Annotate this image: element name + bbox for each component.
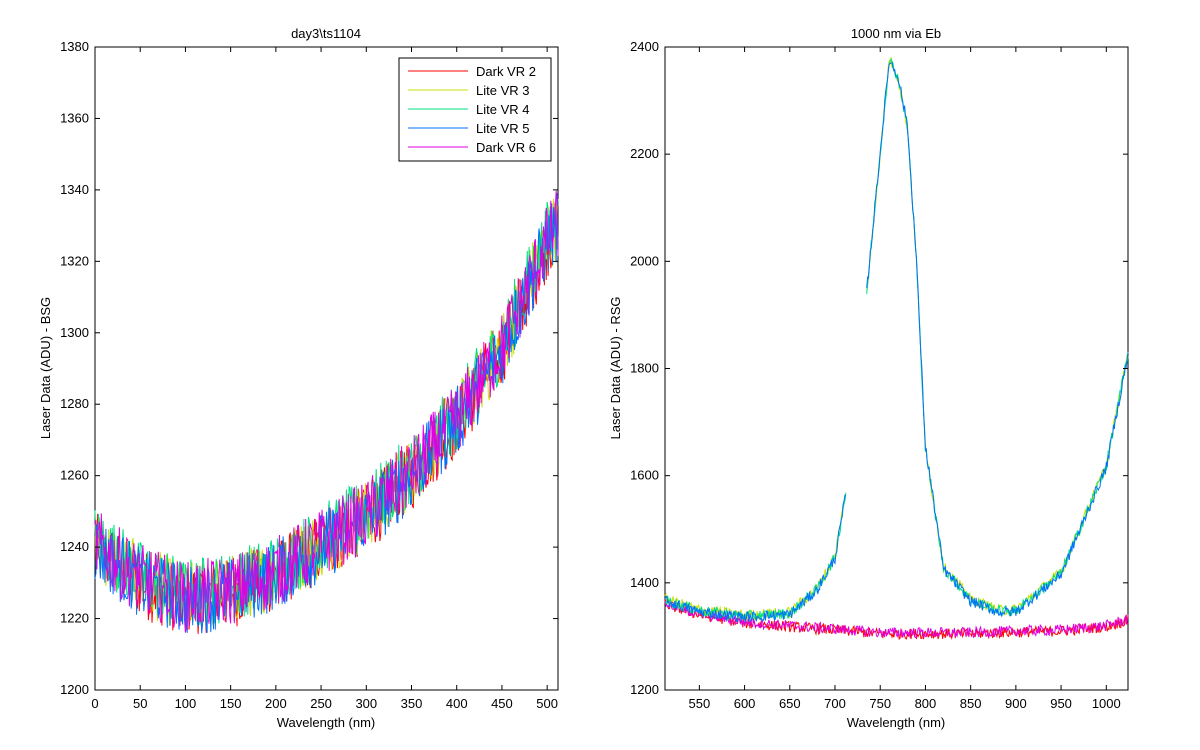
y-tick-label: 1220 (60, 611, 89, 626)
x-tick-label: 50 (133, 696, 147, 711)
x-tick-label: 550 (689, 696, 711, 711)
y-tick-label: 2000 (630, 253, 659, 268)
series-line-trace-4 (664, 61, 1129, 623)
x-tick-label: 0 (91, 696, 98, 711)
legend: Dark VR 2 Lite VR 3 Lite VR 4 Lite VR 5 Dark… (398, 57, 552, 162)
x-tick-label: 600 (734, 696, 756, 711)
y-tick-label: 2200 (630, 146, 659, 161)
x-tick-label: 700 (824, 696, 846, 711)
right-chart-title: 1000 nm via Eb (851, 26, 941, 41)
x-tick-label: 250 (310, 696, 332, 711)
x-tick-label: 400 (446, 696, 468, 711)
y-tick-label: 1320 (60, 253, 89, 268)
y-tick-label: 2400 (630, 39, 659, 54)
x-tick-label: 150 (220, 696, 242, 711)
y-tick-label: 1200 (630, 682, 659, 697)
x-tick-label: 900 (1005, 696, 1027, 711)
left-axis-ticks: 0 50 100 150 200 250 300 350 400 450 500 1200 1220 12… (60, 39, 558, 711)
legend-label: Lite VR 4 (476, 102, 529, 117)
right-axis-ticks: 550 600 650 700 750 800 850 900 950 1000 1200 1400 1… (630, 39, 1128, 711)
right-series-group (664, 57, 1129, 641)
x-tick-label: 450 (491, 696, 513, 711)
series-line-trace-1 (664, 600, 1129, 639)
legend-label: Lite VR 5 (476, 121, 529, 136)
left-x-axis-label: Wavelength (nm) (277, 715, 376, 730)
y-tick-label: 1400 (630, 575, 659, 590)
left-chart-panel: 0 50 100 150 200 250 300 350 400 450 500 1200 1220 12… (38, 26, 559, 730)
x-tick-label: 350 (401, 696, 423, 711)
right-chart-panel: 550 600 650 700 750 800 850 900 950 1000 1200 1400 1… (608, 26, 1129, 730)
y-tick-label: 1360 (60, 110, 89, 125)
y-tick-label: 1600 (630, 468, 659, 483)
series-line-dark-vr-6 (94, 190, 559, 633)
right-plot-area (664, 46, 1129, 691)
y-tick-label: 1260 (60, 468, 89, 483)
legend-label: Dark VR 6 (476, 140, 536, 155)
y-tick-label: 1280 (60, 396, 89, 411)
left-y-axis-label: Laser Data (ADU) - BSG (38, 297, 53, 439)
y-tick-label: 1300 (60, 325, 89, 340)
left-series-group (94, 190, 559, 634)
legend-label: Dark VR 2 (476, 64, 536, 79)
y-tick-label: 1240 (60, 539, 89, 554)
x-tick-label: 850 (960, 696, 982, 711)
y-tick-label: 1340 (60, 182, 89, 197)
x-tick-label: 750 (869, 696, 891, 711)
y-tick-label: 1800 (630, 361, 659, 376)
x-tick-label: 500 (536, 696, 558, 711)
right-y-axis-label: Laser Data (ADU) - RSG (608, 296, 623, 439)
x-tick-label: 200 (265, 696, 287, 711)
x-tick-label: 1000 (1092, 696, 1121, 711)
x-tick-label: 800 (915, 696, 937, 711)
x-tick-label: 100 (175, 696, 197, 711)
right-x-axis-label: Wavelength (nm) (847, 715, 946, 730)
y-tick-label: 1380 (60, 39, 89, 54)
y-tick-label: 1200 (60, 682, 89, 697)
left-chart-title: day3\ts1104 (291, 26, 361, 41)
x-tick-label: 650 (779, 696, 801, 711)
x-tick-label: 950 (1050, 696, 1072, 711)
x-tick-label: 300 (355, 696, 377, 711)
legend-label: Lite VR 3 (476, 83, 529, 98)
